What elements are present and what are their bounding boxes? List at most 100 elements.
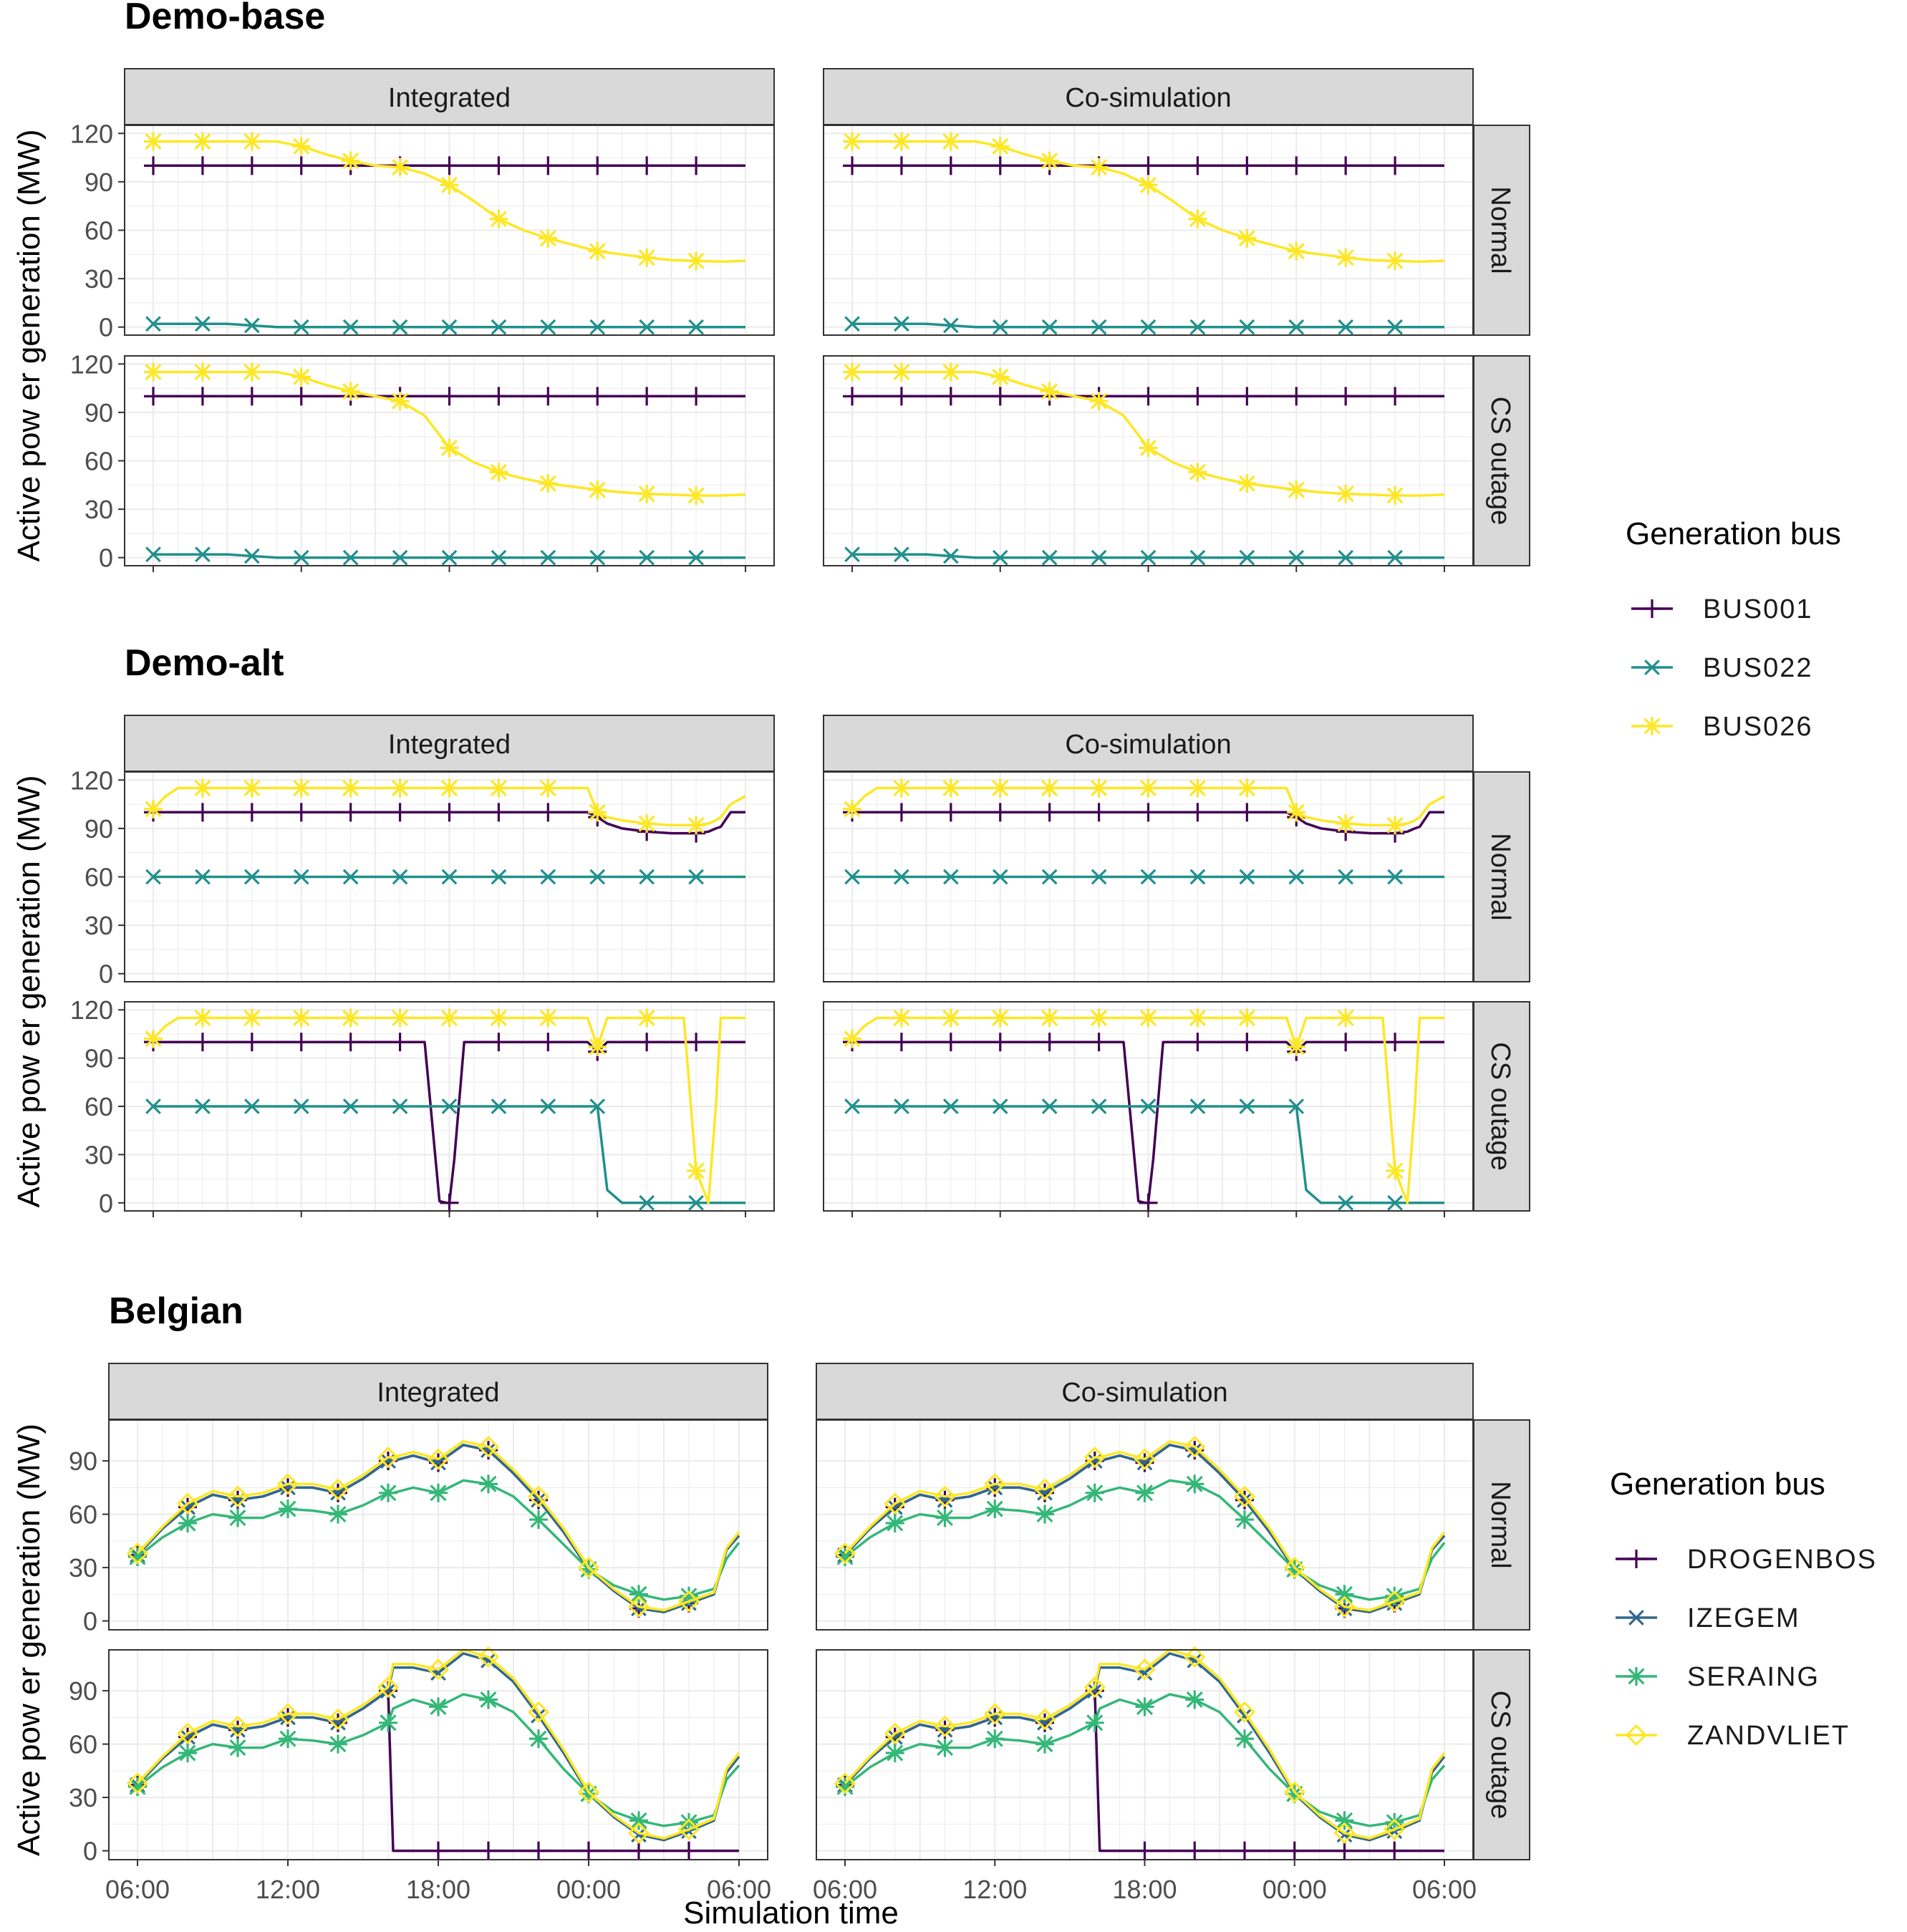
- data-point-seraing: [935, 1738, 955, 1757]
- data-point-bus026: [242, 132, 261, 151]
- data-point-zandvliet: [627, 1595, 650, 1618]
- data-point-bus022: [1091, 869, 1107, 885]
- data-point-bus022: [491, 1098, 507, 1114]
- panel-normal-co-simulation: [823, 771, 1474, 982]
- data-point-drogenbos: [429, 1841, 448, 1860]
- data-point-bus001: [440, 803, 459, 822]
- facet-strip-normal: [1473, 125, 1530, 336]
- data-point-zandvliet: [1333, 1822, 1356, 1844]
- data-point-bus022: [688, 319, 704, 335]
- data-point-bus001: [1188, 156, 1207, 175]
- data-point-bus026: [892, 778, 911, 798]
- data-point-izegem: [1086, 1683, 1103, 1699]
- data-point-bus022: [243, 1098, 260, 1114]
- chart-demo-base: Demo-base Active pow er generation (MW) In…: [11, 0, 1841, 742]
- data-point-bus001: [892, 387, 911, 406]
- legend-label: BUS022: [1703, 653, 1813, 683]
- data-point-bus001: [1188, 1033, 1207, 1052]
- data-point-zandvliet: [377, 1676, 400, 1699]
- data-point-bus001: [990, 387, 1010, 406]
- data-point-zandvliet: [126, 1772, 149, 1795]
- data-point-bus001: [1336, 387, 1356, 406]
- data-point-bus026: [687, 251, 706, 271]
- data-point-bus022: [1140, 549, 1157, 566]
- data-point-bus001: [1237, 803, 1257, 822]
- data-point-bus022: [1338, 319, 1354, 335]
- facet-strip-label: Co-simulation: [1065, 730, 1231, 760]
- data-point-bus026: [1089, 158, 1109, 177]
- data-point-bus022: [894, 546, 909, 563]
- data-point-bus001: [440, 156, 459, 175]
- data-point-bus022: [1189, 319, 1206, 335]
- data-point-drogenbos: [629, 1841, 648, 1860]
- data-point-bus026: [687, 816, 706, 835]
- data-point-bus022: [1239, 319, 1255, 335]
- panel-normal-integrated: 0 30 60 90: [69, 1419, 768, 1636]
- data-point-bus001: [990, 803, 1010, 822]
- data-point-zandvliet: [477, 1436, 500, 1458]
- data-point-bus022: [688, 869, 704, 885]
- data-point-bus001: [193, 156, 212, 175]
- data-point-bus026: [843, 362, 861, 382]
- data-point-bus022: [145, 546, 161, 563]
- data-point-bus022: [1239, 549, 1255, 566]
- data-point-zandvliet: [934, 1715, 956, 1737]
- data-point-bus022: [1041, 549, 1058, 566]
- data-point-izegem: [531, 1492, 546, 1508]
- data-point-bus022: [688, 549, 704, 566]
- data-point-seraing: [629, 1811, 648, 1830]
- data-point-bus026: [489, 463, 508, 482]
- data-point-bus022: [992, 549, 1008, 566]
- data-point-bus001: [990, 1033, 1010, 1052]
- data-point-bus026: [1188, 209, 1207, 228]
- facet-strip-cs-outage: [1473, 1649, 1530, 1860]
- y-tick-label: 0: [99, 544, 113, 573]
- data-point-bus022: [1387, 1194, 1403, 1211]
- legend-key-plus-icon: [1627, 1550, 1646, 1568]
- data-point-bus022: [589, 1098, 606, 1114]
- data-point-bus001: [341, 803, 360, 822]
- facet-strip-label: CS outage: [1485, 1042, 1515, 1171]
- data-point-bus026: [390, 778, 410, 798]
- legend-item-zandvliet: ZANDVLIET: [1616, 1721, 1848, 1751]
- data-point-bus026: [843, 799, 861, 818]
- data-point-zandvliet: [327, 1478, 349, 1500]
- data-point-bus022: [540, 549, 556, 566]
- data-point-bus001: [892, 803, 911, 822]
- data-point-bus022: [540, 319, 556, 335]
- data-point-bus026: [941, 778, 960, 798]
- data-point-bus026: [1040, 778, 1059, 798]
- legend-item-bus026: BUS026: [1631, 712, 1812, 742]
- data-point-zandvliet: [477, 1646, 500, 1668]
- data-point-bus022: [1189, 1098, 1206, 1114]
- data-point-bus022: [293, 549, 309, 566]
- data-point-bus022: [243, 869, 260, 885]
- data-point-bus022: [342, 319, 359, 335]
- panel-normal-integrated: 0 30 60 90 120: [70, 119, 775, 342]
- data-point-bus026: [1139, 778, 1158, 798]
- x-tick-label: 18:00: [406, 1875, 470, 1904]
- panel-cs-outage-co-simulation: [823, 355, 1474, 572]
- series-line-bus001: [852, 811, 1444, 835]
- data-point-bus026: [144, 799, 163, 818]
- data-point-bus001: [291, 803, 311, 822]
- data-point-bus022: [243, 317, 260, 334]
- legend-label: BUS001: [1703, 594, 1813, 624]
- data-point-seraing: [1035, 1504, 1054, 1524]
- data-point-drogenbos: [1285, 1841, 1304, 1860]
- data-point-bus026: [1139, 438, 1158, 458]
- legend-key-asterisk-icon: [1643, 717, 1661, 735]
- data-point-bus001: [1040, 1033, 1059, 1052]
- data-point-bus026: [1336, 484, 1356, 503]
- data-point-bus026: [539, 1008, 558, 1028]
- data-point-zandvliet: [677, 1818, 700, 1840]
- data-point-bus026: [1237, 778, 1257, 798]
- facet-strip-label: CS outage: [1485, 1691, 1515, 1820]
- data-point-zandvliet: [427, 1448, 450, 1470]
- data-point-bus026: [242, 362, 261, 382]
- data-point-bus026: [588, 480, 607, 500]
- data-point-zandvliet: [527, 1701, 550, 1724]
- y-tick-label: 0: [99, 960, 113, 989]
- data-point-bus022: [392, 1098, 408, 1114]
